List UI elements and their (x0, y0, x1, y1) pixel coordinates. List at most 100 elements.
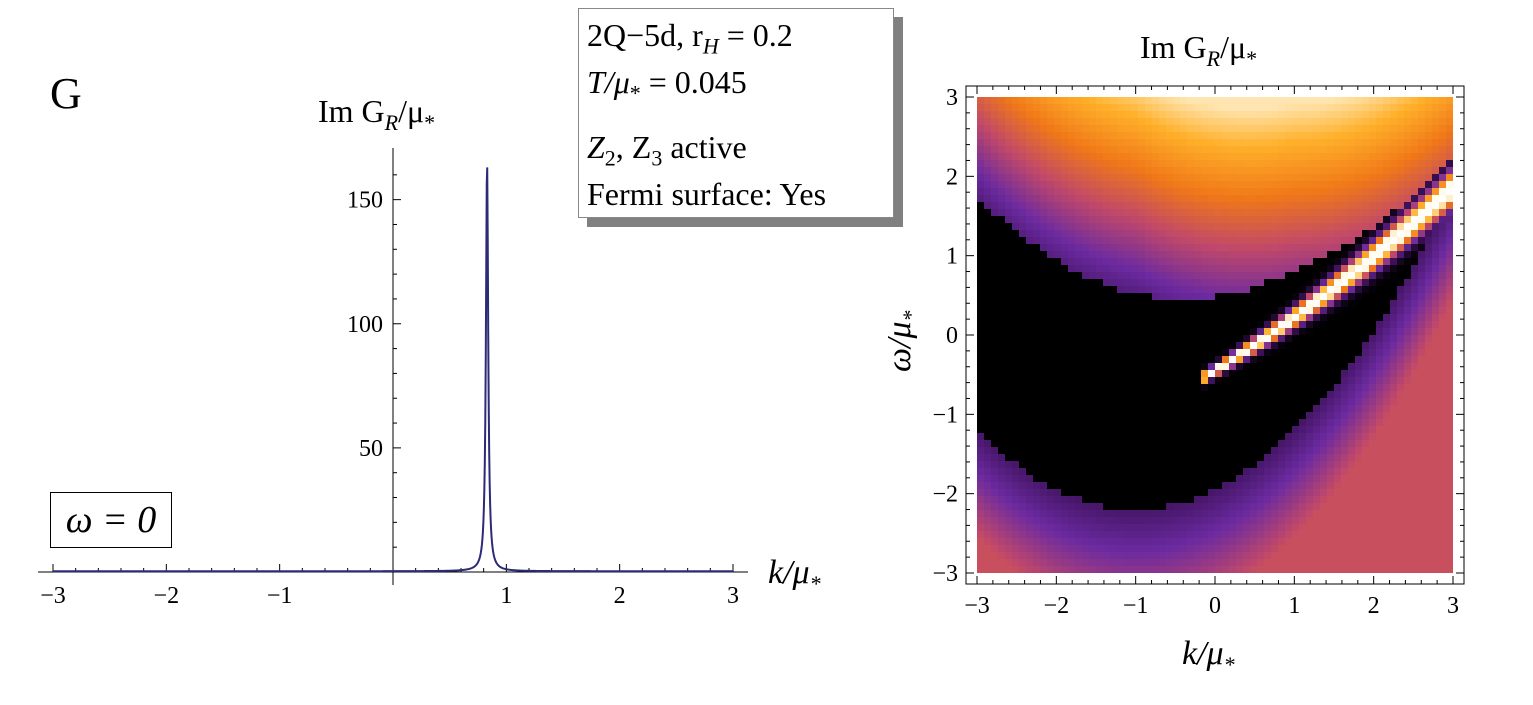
heatmap-cell (1285, 510, 1293, 518)
heatmap-cell (1075, 566, 1083, 573)
heatmap-cell (1418, 405, 1426, 413)
heatmap-cell (1264, 118, 1272, 126)
heatmap-cell (1313, 104, 1321, 112)
heatmap-cell (1159, 377, 1167, 385)
heatmap-cell (1299, 559, 1307, 567)
heatmap-cell (1215, 104, 1223, 112)
heatmap-cell (1264, 524, 1272, 532)
heatmap-cell (1362, 174, 1370, 182)
heatmap-cell (1264, 489, 1272, 497)
heatmap-cell (1089, 216, 1097, 224)
heatmap-cell (1019, 258, 1027, 266)
heatmap-cell (984, 419, 992, 427)
heatmap-cell (1117, 377, 1125, 385)
heatmap-cell (977, 202, 985, 210)
heatmap-cell (1005, 335, 1013, 343)
heatmap-cell (1019, 223, 1027, 231)
heatmap-cell (1243, 475, 1251, 483)
heatmap-cell (1418, 482, 1426, 490)
heatmap-cell (1257, 160, 1265, 168)
heatmap-cell (1243, 419, 1251, 427)
heatmap-cell (1033, 552, 1041, 560)
heatmap-cell (1264, 244, 1272, 252)
heatmap-cell (1369, 461, 1377, 469)
heatmap-cell (1348, 524, 1356, 532)
heatmap-cell (1418, 566, 1426, 573)
heatmap-cell (1383, 566, 1391, 573)
heatmap-cell (1306, 398, 1314, 406)
heatmap-cell (1040, 230, 1048, 238)
heatmap-cell (1243, 146, 1251, 154)
heatmap-cell (1061, 188, 1069, 196)
heatmap-cell (1278, 377, 1286, 385)
heatmap-cell (1250, 447, 1258, 455)
heatmap-cell (1432, 244, 1440, 252)
heatmap-cell (1334, 258, 1342, 266)
heatmap-cell (1390, 363, 1398, 371)
heatmap-cell (1271, 426, 1279, 434)
heatmap-cell (1131, 139, 1139, 147)
heatmap-cell (1089, 461, 1097, 469)
heatmap-cell (1173, 475, 1181, 483)
heatmap-cell (1362, 384, 1370, 392)
heatmap-cell (1152, 335, 1160, 343)
heatmap-cell (1292, 426, 1300, 434)
heatmap-cell (1320, 405, 1328, 413)
heatmap-cell (1236, 398, 1244, 406)
heatmap-cell (1061, 454, 1069, 462)
heatmap-cell (1026, 524, 1034, 532)
heatmap-cell (1033, 153, 1041, 161)
heatmap-cell (1320, 482, 1328, 490)
heatmap-cell (1236, 517, 1244, 525)
heatmap-cell (1173, 244, 1181, 252)
heatmap-cell (1243, 216, 1251, 224)
heatmap-cell (1152, 524, 1160, 532)
heatmap-cell (1278, 307, 1286, 315)
heatmap-cell (1292, 566, 1300, 573)
heatmap-cell (1103, 125, 1111, 133)
heatmap-cell (1404, 223, 1412, 231)
heatmap-cell (1348, 139, 1356, 147)
heatmap-cell (1075, 545, 1083, 553)
heatmap-cell (1040, 419, 1048, 427)
heatmap-cell (1229, 440, 1237, 448)
heatmap-cell (1012, 538, 1020, 546)
heatmap-cell (1404, 489, 1412, 497)
heatmap-cell (1082, 384, 1090, 392)
heatmap-cell (1320, 244, 1328, 252)
heatmap-cell (1341, 293, 1349, 301)
heatmap-cell (1061, 97, 1069, 105)
heatmap-cell (991, 286, 999, 294)
heatmap-cell (1369, 118, 1377, 126)
heatmap-cell (1054, 111, 1062, 119)
heatmap-cell (1383, 349, 1391, 357)
heatmap-cell (1271, 370, 1279, 378)
heatmap-cell (1166, 279, 1174, 287)
heatmap-cell (1082, 314, 1090, 322)
heatmap-cell (1222, 258, 1230, 266)
heatmap-cell (1096, 552, 1104, 560)
heatmap-cell (1089, 468, 1097, 476)
heatmap-cell (1075, 559, 1083, 567)
heatmap-cell (1313, 188, 1321, 196)
heatmap-cell (1068, 230, 1076, 238)
heatmap-cell (1138, 272, 1146, 280)
heatmap-cell (1250, 419, 1258, 427)
heatmap-cell (1166, 132, 1174, 140)
heatmap-cell (1005, 146, 1013, 154)
heatmap-cell (1425, 209, 1433, 217)
heatmap-cell (1376, 545, 1384, 553)
heatmap-cell (1341, 314, 1349, 322)
heatmap-cell (1432, 454, 1440, 462)
heatmap-cell (1222, 328, 1230, 336)
heatmap-cell (1145, 391, 1153, 399)
heatmap-cell (1026, 300, 1034, 308)
heatmap-cell (1012, 321, 1020, 329)
heatmap-cell (998, 111, 1006, 119)
heatmap-cell (1068, 510, 1076, 518)
heatmap-cell (1411, 419, 1419, 427)
heatmap-cell (1124, 475, 1132, 483)
heatmap-cell (1173, 370, 1181, 378)
heatmap-cell (1257, 503, 1265, 511)
heatmap-cell (1159, 160, 1167, 168)
